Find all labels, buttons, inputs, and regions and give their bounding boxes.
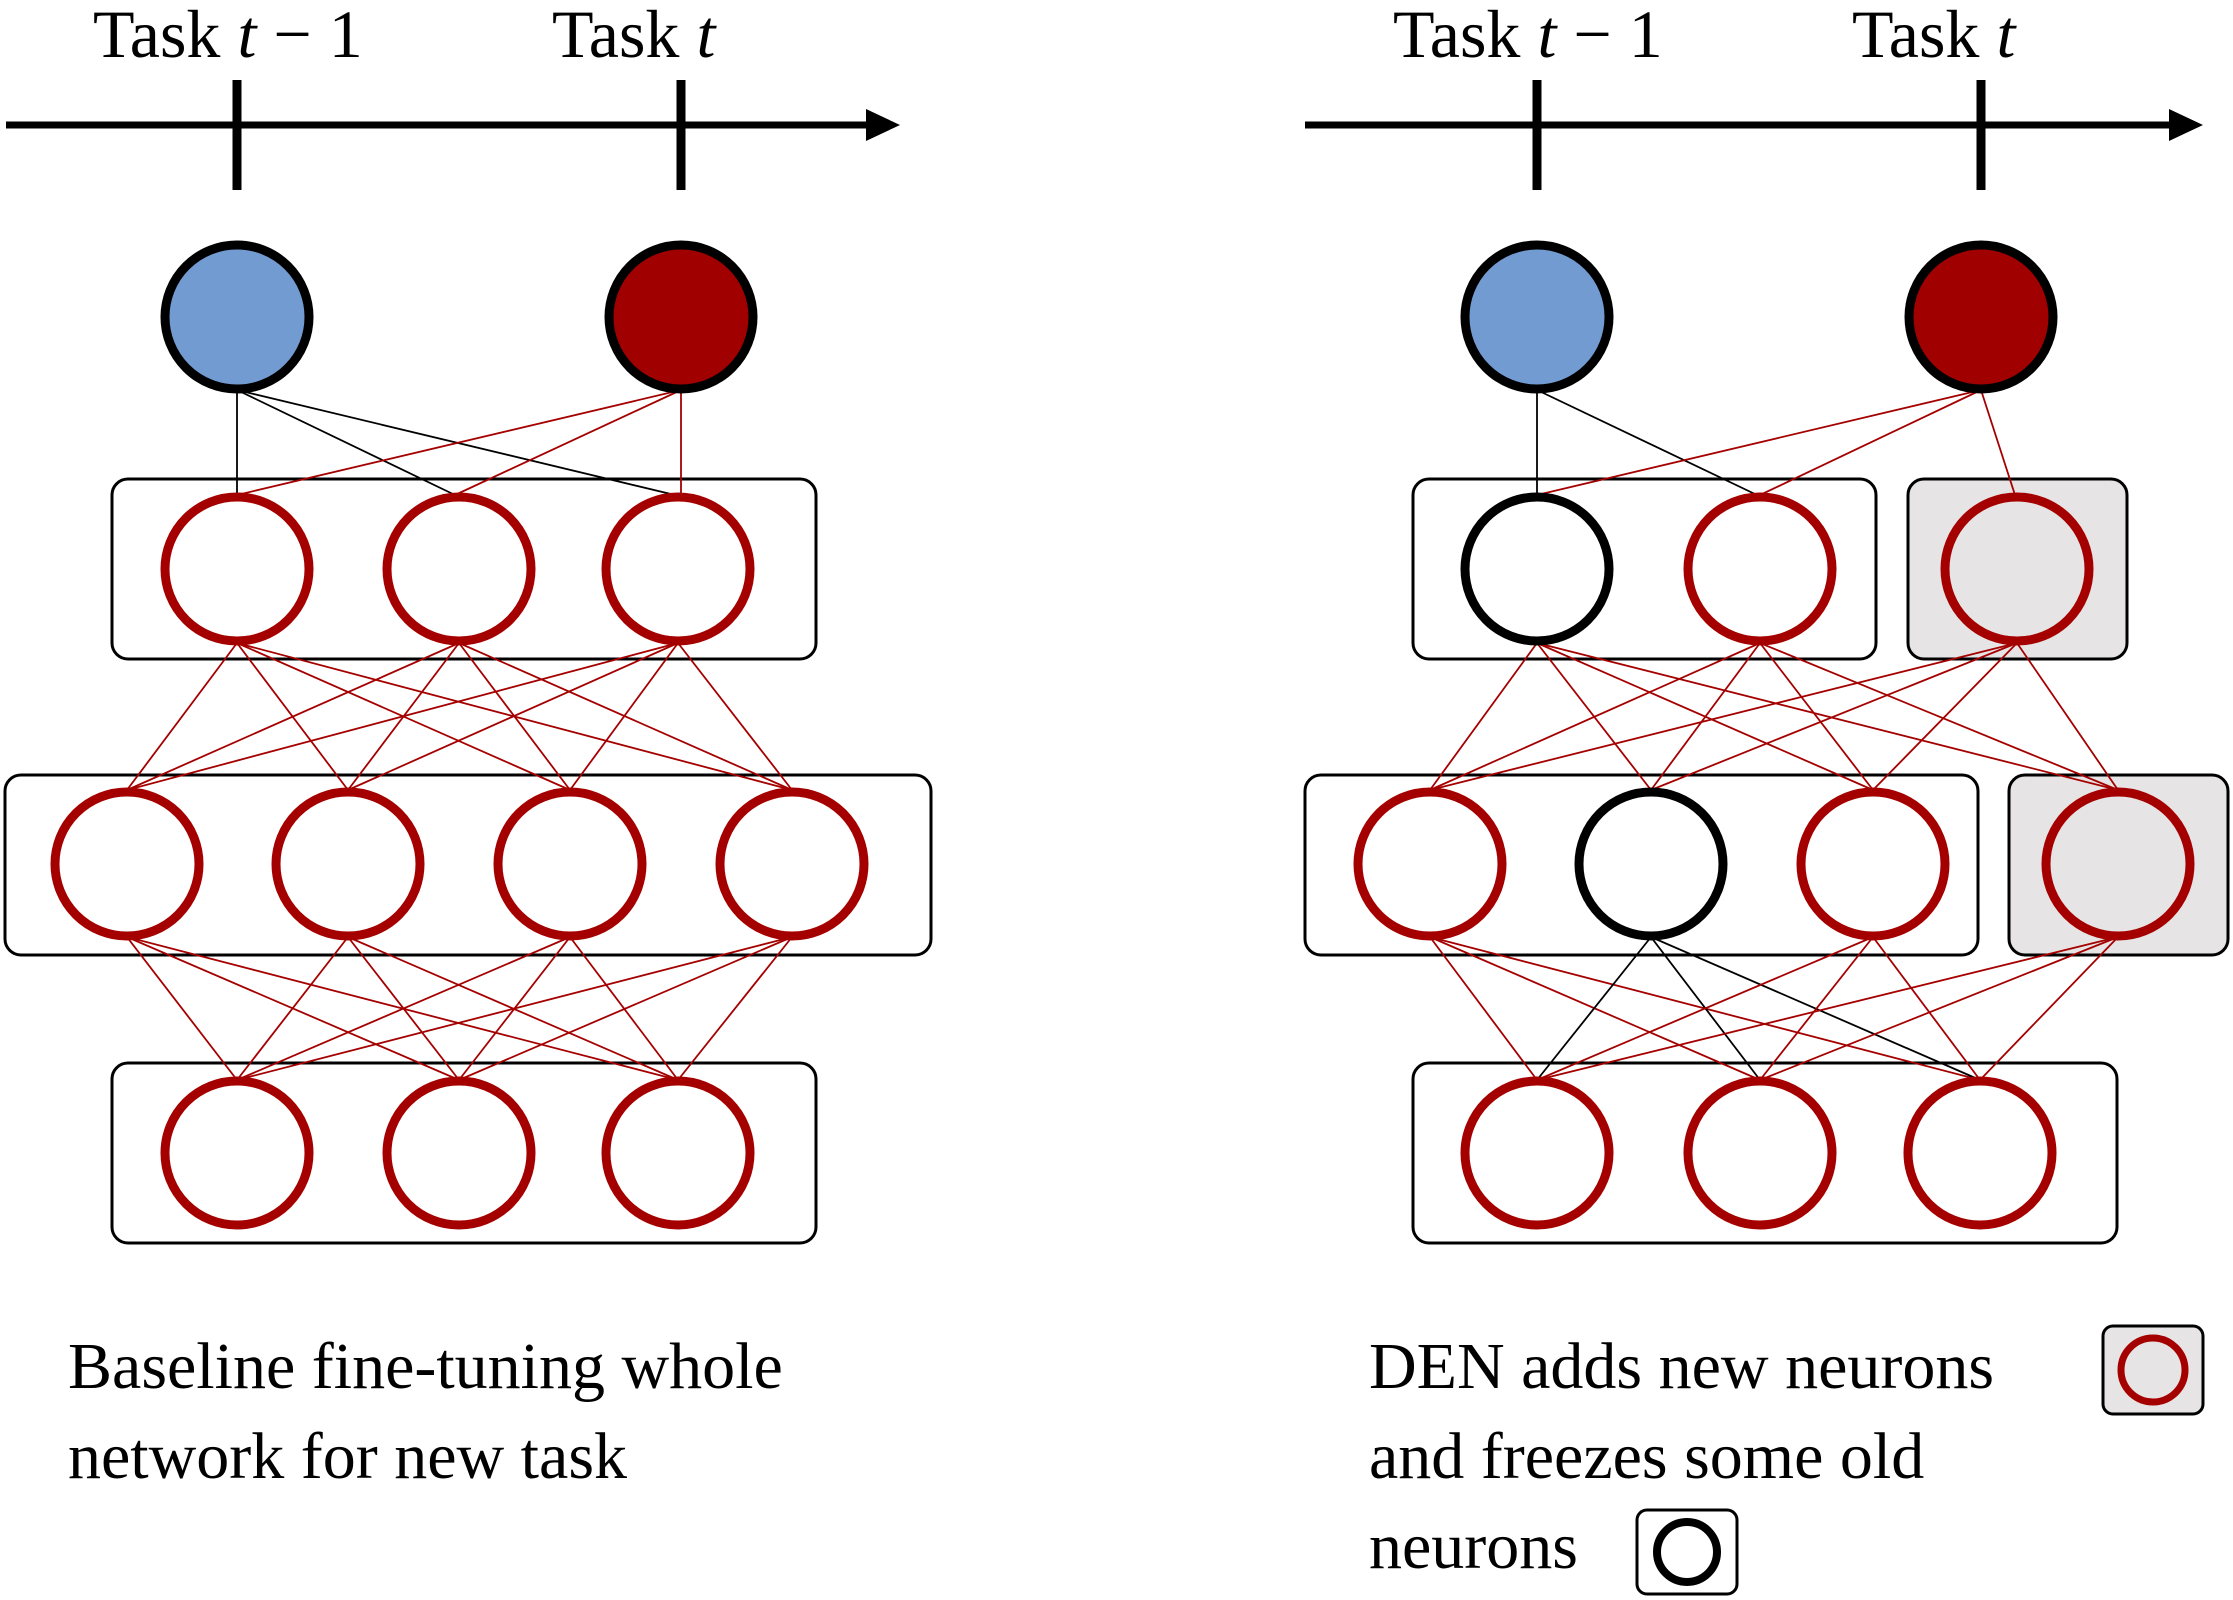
- left-hidden-layer-1-box: [3, 773, 933, 957]
- left-label-task-prev-suffix: − 1: [256, 0, 363, 72]
- right-hidden-layer-2-box: [1411, 477, 1878, 661]
- left-label-task-curr: Task t: [552, 0, 715, 68]
- right-timeline-arrowhead: [2169, 109, 2203, 141]
- right-h1-neuron-3: [1796, 787, 1950, 941]
- left-panel: [3, 80, 933, 1245]
- left-input-neuron-3: [601, 1076, 755, 1230]
- left-h2-neuron-3: [601, 492, 755, 646]
- left-h2-neuron-2: [382, 492, 536, 646]
- right-input-neuron-2: [1683, 1076, 1837, 1230]
- left-timeline: [6, 80, 900, 190]
- left-edges-output: [236, 389, 682, 496]
- right-caption-line-1: DEN adds new neurons: [1369, 1330, 1995, 1403]
- right-caption-line-2: and freezes some old: [1369, 1420, 1925, 1493]
- right-input-neuron-3: [1903, 1076, 2057, 1230]
- right-caption-line-3: neurons: [1369, 1510, 1578, 1583]
- right-input-layer-box: [1411, 1061, 2119, 1245]
- right-h2-neuron-new: [1940, 492, 2094, 646]
- right-label-task-curr: Task t: [1852, 0, 2015, 68]
- left-h1-neuron-1: [50, 787, 204, 941]
- right-output-neuron-task-prev: [1460, 240, 1614, 394]
- left-h1-neuron-4: [715, 787, 869, 941]
- right-label-task-prev: Task t − 1: [1393, 0, 1663, 68]
- right-edges-h2-h1: [1429, 642, 2119, 791]
- left-h2-neuron-1: [160, 492, 314, 646]
- right-h2-neuron-trained: [1683, 492, 1837, 646]
- left-input-neuron-2: [382, 1076, 536, 1230]
- right-edges-output: [1536, 389, 2016, 496]
- right-label-task-curr-var: t: [1996, 0, 2016, 72]
- left-edges-h1-in: [126, 936, 793, 1081]
- right-input-neuron-1: [1460, 1076, 1614, 1230]
- right-h1-neuron-1: [1353, 787, 1507, 941]
- right-label-task-curr-word: Task: [1852, 0, 1980, 72]
- left-input-layer-box: [110, 1061, 818, 1245]
- right-hidden-layer-1-box: [1303, 773, 1980, 957]
- right-h1-neuron-frozen: [1574, 787, 1728, 941]
- right-timeline: [1305, 80, 2203, 190]
- left-label-task-curr-word: Task: [552, 0, 680, 72]
- left-output-neuron-task-prev: [160, 240, 314, 394]
- right-h2-neuron-frozen: [1460, 492, 1614, 646]
- left-caption-line-1: Baseline fine-tuning whole: [68, 1330, 783, 1403]
- left-h1-neuron-3: [493, 787, 647, 941]
- left-caption: Baseline fine-tuning whole network for n…: [68, 1322, 783, 1502]
- left-hidden-layer-2-box: [110, 477, 818, 661]
- right-panel: [1303, 80, 2230, 1596]
- right-label-task-prev-word: Task: [1393, 0, 1521, 72]
- legend-frozen-neuron-icon: [1635, 1508, 1739, 1596]
- left-h1-neuron-2: [271, 787, 425, 941]
- legend-new-neuron-icon: [2101, 1324, 2205, 1416]
- right-label-task-prev-suffix: − 1: [1556, 0, 1663, 72]
- right-output-neuron-task-curr: [1904, 240, 2058, 394]
- left-label-task-curr-var: t: [696, 0, 716, 72]
- left-input-neuron-1: [160, 1076, 314, 1230]
- left-label-task-prev: Task t − 1: [93, 0, 363, 68]
- left-output-neuron-task-curr: [604, 240, 758, 394]
- right-label-task-prev-var: t: [1537, 0, 1557, 72]
- left-timeline-arrowhead: [866, 109, 900, 141]
- right-caption: DEN adds new neurons and freezes some ol…: [1369, 1322, 1994, 1592]
- left-label-task-prev-var: t: [237, 0, 257, 72]
- right-h1-neuron-new: [2041, 787, 2195, 941]
- left-edges-h2-h1: [126, 642, 793, 791]
- left-caption-line-2: network for new task: [68, 1420, 628, 1493]
- left-label-task-prev-word: Task: [93, 0, 221, 72]
- right-edges-h1-in: [1429, 936, 2119, 1081]
